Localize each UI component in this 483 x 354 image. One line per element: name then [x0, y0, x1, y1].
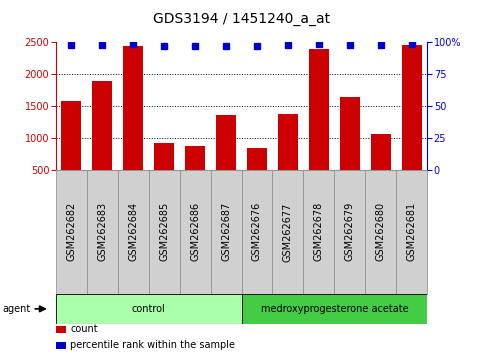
- Text: GSM262685: GSM262685: [159, 202, 169, 262]
- Bar: [272, 170, 303, 294]
- Text: percentile rank within the sample: percentile rank within the sample: [70, 340, 235, 350]
- Text: GSM262679: GSM262679: [345, 202, 355, 262]
- Bar: [154, 143, 174, 202]
- Bar: [402, 45, 422, 202]
- Bar: [216, 115, 236, 202]
- Bar: [92, 81, 112, 202]
- Bar: [371, 134, 391, 202]
- Text: GSM262682: GSM262682: [66, 202, 76, 262]
- Text: count: count: [70, 324, 98, 334]
- Bar: [309, 50, 329, 202]
- Bar: [185, 146, 205, 202]
- Bar: [366, 170, 397, 294]
- Text: GSM262676: GSM262676: [252, 202, 262, 262]
- Bar: [56, 170, 86, 294]
- Text: GDS3194 / 1451240_a_at: GDS3194 / 1451240_a_at: [153, 12, 330, 27]
- Bar: [303, 170, 334, 294]
- Bar: [278, 114, 298, 202]
- Bar: [123, 46, 143, 202]
- Text: GSM262686: GSM262686: [190, 202, 200, 262]
- Text: GSM262677: GSM262677: [283, 202, 293, 262]
- Text: GSM262684: GSM262684: [128, 202, 138, 262]
- Text: GSM262680: GSM262680: [376, 202, 386, 262]
- Bar: [247, 148, 267, 202]
- Bar: [56, 294, 242, 324]
- Text: agent: agent: [2, 304, 30, 314]
- Text: medroxyprogesterone acetate: medroxyprogesterone acetate: [261, 304, 408, 314]
- Text: GSM262683: GSM262683: [97, 202, 107, 262]
- Bar: [242, 170, 272, 294]
- Bar: [61, 101, 81, 202]
- Bar: [211, 170, 242, 294]
- Bar: [180, 170, 211, 294]
- Bar: [397, 170, 427, 294]
- Text: GSM262681: GSM262681: [407, 202, 417, 262]
- Bar: [334, 170, 366, 294]
- Text: GSM262678: GSM262678: [314, 202, 324, 262]
- Bar: [242, 294, 427, 324]
- Bar: [86, 170, 117, 294]
- Bar: [117, 170, 149, 294]
- Text: control: control: [132, 304, 165, 314]
- Text: GSM262687: GSM262687: [221, 202, 231, 262]
- Bar: [340, 97, 360, 202]
- Bar: [149, 170, 180, 294]
